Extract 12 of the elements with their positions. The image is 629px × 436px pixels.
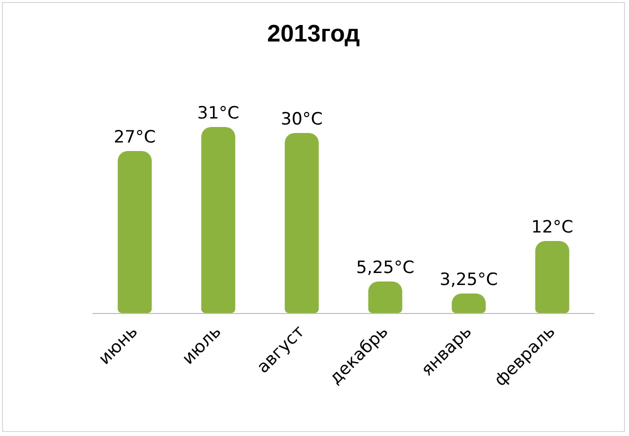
- data-label: 27°C: [114, 128, 156, 148]
- bar: [201, 127, 236, 313]
- bar: [284, 133, 319, 313]
- data-label: 30°C: [280, 110, 323, 130]
- bar: [368, 282, 402, 313]
- chart-title: 2013год: [267, 20, 360, 48]
- bar: [535, 241, 570, 313]
- data-label: 3,25°C: [440, 270, 498, 290]
- data-label: 12°C: [531, 218, 574, 238]
- data-label: 31°C: [197, 104, 240, 124]
- bar: [118, 151, 152, 313]
- data-label: 5,25°C: [356, 258, 414, 278]
